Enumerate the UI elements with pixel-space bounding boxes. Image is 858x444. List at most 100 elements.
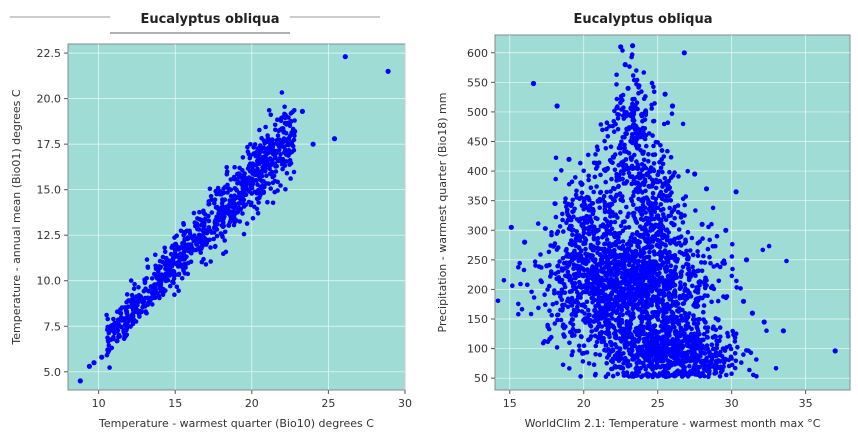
data-point [724,345,729,350]
data-point [131,308,136,313]
data-point [611,129,617,134]
y-tick-label: 400 [467,165,488,178]
data-point [202,216,208,222]
data-point [271,173,277,179]
data-point [552,242,557,248]
data-point [255,170,261,176]
data-point [588,185,594,190]
data-point [677,318,682,323]
data-point [646,242,652,247]
data-point [569,179,575,185]
data-point [564,253,569,259]
data-point [212,219,218,226]
data-point [690,264,695,270]
data-point [591,277,597,282]
data-point [648,364,654,370]
data-point [646,254,652,260]
data-point [656,310,662,315]
data-point [704,278,709,283]
data-point [616,245,622,250]
data-point [188,242,194,247]
data-point [630,73,636,78]
data-point [696,268,701,274]
data-point [636,307,642,312]
data-point [191,210,197,216]
data-point [714,363,720,369]
data-point [701,309,706,315]
data-point [570,326,576,332]
data-point [652,216,657,222]
data-point [614,344,619,350]
data-point [578,374,583,379]
data-point [713,370,719,376]
data-point [180,241,185,246]
data-point [685,168,690,174]
data-point [598,189,604,195]
data-point [220,224,226,229]
data-point [185,271,191,277]
data-point [606,352,612,358]
data-point [667,304,672,309]
data-point [725,330,730,336]
x-tick-label: 20 [577,397,591,410]
data-point [678,370,683,376]
data-point [649,359,655,365]
data-point [612,108,617,114]
data-point [585,307,591,313]
data-point [662,91,668,97]
data-point [644,195,649,200]
data-point [644,273,650,279]
data-point [629,52,635,57]
data-point [278,118,284,124]
data-point [617,312,623,318]
data-point [598,122,604,127]
data-point [201,223,206,228]
data-point [577,348,582,353]
data-point [667,361,672,367]
data-point [621,181,627,186]
data-point [640,180,646,186]
data-point [257,127,262,133]
data-point [668,198,674,203]
data-point [612,297,617,303]
data-point [697,341,702,346]
data-point [256,151,262,157]
data-point [163,278,169,284]
data-point [685,262,691,268]
data-point [214,191,219,197]
data-point [206,227,212,233]
data-point [640,202,646,208]
data-point [252,204,257,210]
data-point [603,241,608,247]
data-point [118,311,123,316]
data-point [583,246,588,252]
data-point [602,309,608,315]
data-point [607,124,612,129]
data-point [274,141,279,147]
data-point [209,210,215,215]
data-point [650,374,655,380]
data-point [672,267,677,273]
data-point [593,215,598,221]
data-point [575,308,581,314]
data-point [172,292,177,298]
data-point [607,265,613,271]
data-point [610,366,615,372]
data-point [686,324,692,330]
data-point [544,263,550,269]
data-point [151,294,157,300]
data-point [646,201,651,206]
data-point [622,219,627,224]
data-point [208,245,213,250]
data-point [716,278,722,284]
data-point [678,280,683,285]
data-point [698,349,704,355]
data-point [686,266,691,271]
data-point [695,326,700,331]
data-point [639,319,644,325]
data-point [637,360,643,365]
data-point [614,82,619,87]
data-point [633,239,639,245]
data-point [747,367,752,373]
data-point [704,283,709,288]
